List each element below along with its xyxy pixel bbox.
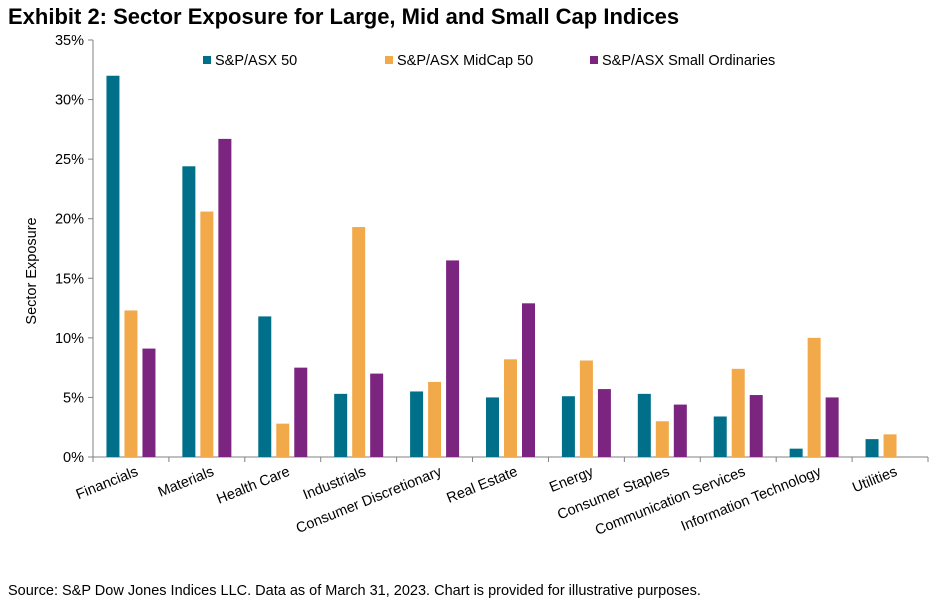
bar-3-consumer-discretionary [446,260,460,457]
y-tick-label: 15% [55,271,84,287]
bar-1-utilities [865,439,879,457]
legend-label: S&P/ASX Small Ordinaries [602,53,775,69]
bar-1-health-care [258,316,272,457]
bar-2-communication-services [731,368,745,457]
bar-2-energy [579,360,593,457]
bar-2-information-technology [807,337,821,457]
y-tick-label: 20% [55,212,84,228]
bar-3-real-estate [522,303,535,457]
bar-1-real-estate [486,397,499,457]
bars [106,75,897,458]
bar-1-materials [182,166,196,457]
x-tick-label: Information Technology [679,464,824,535]
bar-3-energy [597,389,611,457]
bar-2-consumer-staples [655,421,669,457]
x-tick-label: Financials [74,464,141,503]
x-tick-label: Materials [156,464,217,501]
bar-3-communication-services [749,395,763,457]
bar-2-industrials [352,227,366,457]
x-tick-label: Utilities [850,464,899,496]
legend-label: S&P/ASX 50 [215,53,297,69]
x-tick-label: Energy [547,464,596,496]
y-tick-label: 35% [55,33,84,49]
bar-3-industrials [370,373,384,457]
legend: S&P/ASX 50 S&P/ASX MidCap 50 S&P/ASX Small… [203,53,775,69]
x-tick-label: Health Care [215,464,293,508]
bar-1-communication-services [713,416,727,457]
bar-2-real-estate [504,359,517,457]
legend-label: S&P/ASX MidCap 50 [397,53,533,69]
x-tick-label: Consumer Discretionary [294,464,445,537]
bar-1-energy [561,396,575,457]
y-tick-label: 5% [63,390,84,406]
bar-chart: 0% 5% 10% 15% 20% 25% 30% 35% Financials Materia… [24,33,929,539]
bar-3-information-technology [825,397,839,457]
y-tick-label: 0% [63,450,84,466]
y-axis: 0% 5% 10% 15% 20% 25% 30% 35% [55,33,94,466]
bar-1-information-technology [789,448,803,457]
bar-1-consumer-staples [637,393,651,457]
bar-3-financials [142,348,156,457]
bar-2-utilities [883,434,897,457]
x-tick-label: Real Estate [444,464,520,507]
bar-2-financials [124,310,138,457]
y-tick-label: 25% [55,152,84,168]
bar-3-consumer-staples [673,404,687,457]
bar-2-consumer-discretionary [428,381,442,457]
chart-title: Exhibit 2: Sector Exposure for Large, Mi… [8,4,680,29]
bar-3-health-care [294,367,308,457]
legend-swatch [590,56,598,64]
legend-swatch [203,56,211,64]
legend-swatch [385,56,393,64]
bar-1-consumer-discretionary [410,391,424,457]
y-tick-label: 10% [55,331,84,347]
y-axis-label: Sector Exposure [24,217,40,324]
source-note: Source: S&P Dow Jones Indices LLC. Data … [8,583,701,599]
bar-3-materials [218,138,232,458]
bar-2-health-care [276,423,290,457]
bar-2-materials [200,211,214,457]
bar-1-financials [106,75,120,457]
y-tick-label: 30% [55,93,84,109]
bar-1-industrials [334,393,348,457]
